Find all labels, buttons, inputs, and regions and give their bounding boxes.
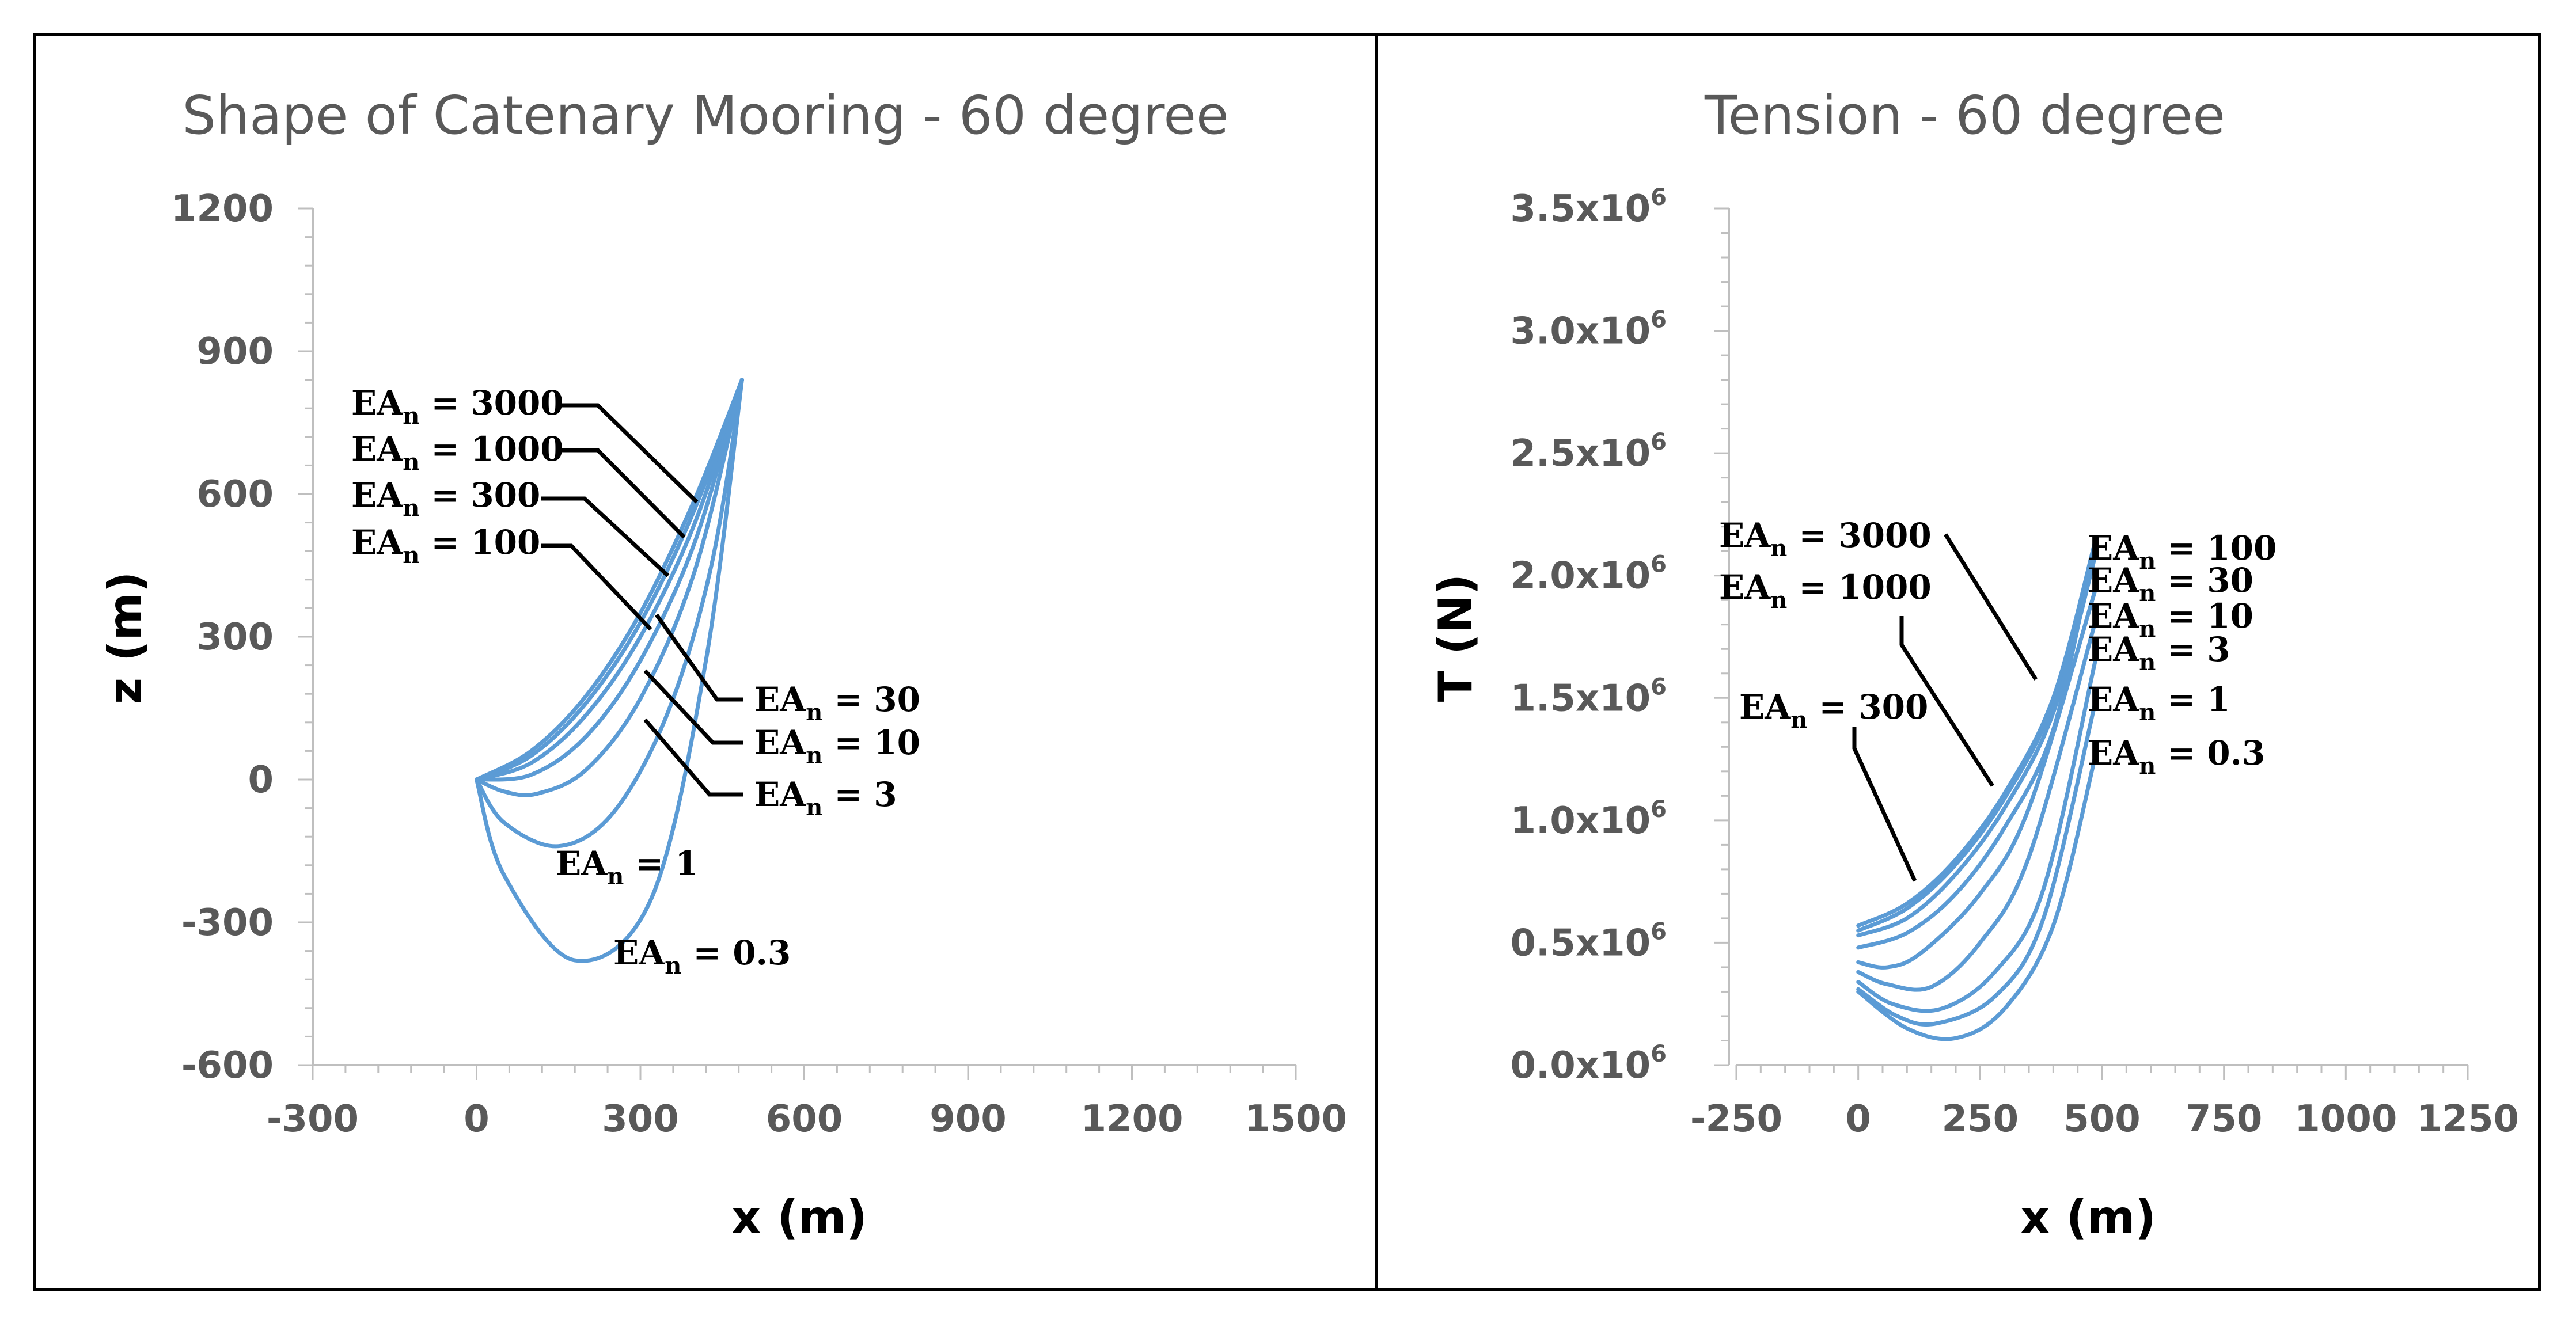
series-ean-1: [1856, 701, 2097, 1027]
annotation-ean-0-3: EAn = 0.3: [613, 933, 791, 979]
annotation-ean-1000: EAn = 1000: [351, 429, 564, 476]
annotation-ean-30: EAn = 30: [754, 680, 920, 726]
leader-ean-300: [541, 496, 670, 577]
series-ean-3000: [475, 378, 744, 782]
leader-ean-1000: [559, 448, 686, 539]
annotation-ean-1000: EAn = 1000: [1719, 568, 1932, 614]
series-ean-100: [475, 378, 744, 782]
y-tick-label: 3.0x106: [1510, 307, 1667, 353]
leader-ean-100: [541, 543, 652, 631]
series-ean-1000: [475, 378, 744, 782]
x-tick-label: 300: [602, 1098, 679, 1141]
x-tick-label: -250: [1690, 1098, 1782, 1141]
x-tick-label: -300: [267, 1098, 359, 1141]
y-tick-label: 1200: [171, 188, 274, 230]
x-tick-label: 600: [766, 1098, 843, 1141]
y-tick-label: 900: [196, 330, 274, 373]
y-tick-label: 0.0x106: [1510, 1041, 1667, 1087]
y-tick-label: 1.5x106: [1510, 674, 1667, 720]
annotation-ean-3000: EAn = 3000: [351, 383, 564, 429]
x-tick-label: 900: [930, 1098, 1007, 1141]
leader-ean-3000: [559, 403, 699, 504]
x-tick-label: 0: [1845, 1098, 1871, 1141]
annotation-ean-0-3: EAn = 0.3: [2088, 733, 2265, 780]
y-tick-label: 3.5x106: [1510, 184, 1667, 230]
leader-ean-30: [655, 613, 743, 702]
annotation-ean-10: EAn = 10: [2088, 596, 2253, 643]
leader-ean-3: [643, 718, 743, 797]
y-tick-label: 600: [196, 473, 274, 516]
x-tick-label: 1000: [2294, 1098, 2397, 1141]
annotation-ean-300: EAn = 300: [1739, 687, 1928, 733]
y-tick-label: 300: [196, 616, 274, 659]
series-ean-10: [475, 378, 744, 849]
y-tick-label: 2.5x106: [1510, 429, 1667, 475]
series-ean-3: [1856, 659, 2097, 1013]
leader-ean-3000: [1944, 533, 2038, 681]
series-ean-1000: [1856, 544, 2097, 933]
annotation-ean-100: EAn = 100: [2088, 529, 2277, 575]
y-tick-label: -300: [181, 902, 274, 944]
series-ean-3: [475, 378, 744, 963]
x-tick-label: 0: [464, 1098, 490, 1141]
annotation-ean-3: EAn = 3: [2088, 630, 2230, 676]
catenary-shape-chart: Shape of Catenary Mooring - 60 degree -30…: [98, 85, 1347, 1244]
y-axis-label: T (N): [1429, 574, 1482, 702]
x-tick-label: 500: [2063, 1098, 2141, 1141]
x-tick-label: 750: [2186, 1098, 2263, 1141]
chart-title: Tension - 60 degree: [1704, 85, 2225, 146]
x-axis-label: x (m): [731, 1191, 867, 1244]
annotation-ean-300: EAn = 300: [351, 476, 540, 522]
annotation-ean-1: EAn = 1: [556, 844, 699, 890]
annotation-ean-100: EAn = 100: [351, 523, 540, 569]
x-tick-label: 1200: [1080, 1098, 1183, 1141]
x-tick-label: 1250: [2416, 1098, 2519, 1141]
series-ean-300: [475, 378, 744, 782]
y-axis-label: z (m): [98, 572, 152, 705]
right-panel-frame: [1375, 33, 2541, 1291]
chart-title: Shape of Catenary Mooring - 60 degree: [182, 85, 1228, 146]
annotation-ean-3: EAn = 3: [754, 775, 897, 821]
leader-ean-1000: [1899, 616, 1994, 787]
annotation-ean-1: EAn = 1: [2088, 680, 2230, 726]
y-tick-label: 0.5x106: [1510, 918, 1667, 964]
series-ean-0-3: [1856, 754, 2097, 1041]
leader-ean-10: [643, 669, 743, 745]
x-tick-label: 250: [1942, 1098, 2019, 1141]
y-tick-label: 1.0x106: [1510, 796, 1667, 842]
y-tick-label: -600: [181, 1044, 274, 1087]
x-axis-label: x (m): [2020, 1191, 2156, 1244]
leader-ean-300: [1852, 727, 1917, 882]
series-ean-300: [1856, 554, 2097, 938]
series-ean-30: [1856, 588, 2097, 970]
series-ean-10: [1856, 620, 2097, 992]
annotation-ean-10: EAn = 10: [754, 723, 920, 769]
series-ean-30: [475, 378, 744, 797]
x-tick-label: 1500: [1245, 1098, 1347, 1141]
y-tick-label: 0: [248, 759, 274, 801]
series-ean-100: [1856, 539, 2097, 950]
tension-chart: Tension - 60 degree -250 0 250 500 750 1000 125…: [1429, 85, 2519, 1244]
annotation-ean-30: EAn = 30: [2088, 561, 2253, 607]
y-tick-label: 2.0x106: [1510, 552, 1667, 598]
annotation-ean-3000: EAn = 3000: [1719, 516, 1932, 562]
